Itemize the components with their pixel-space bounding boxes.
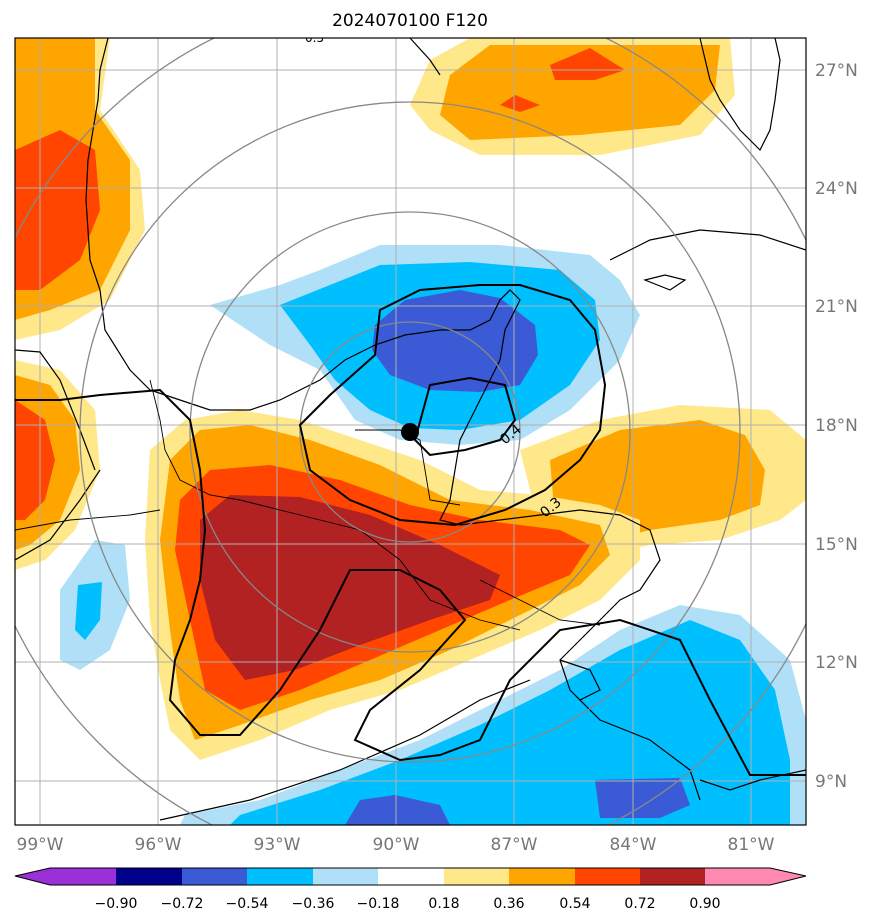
anomaly-far-west	[15, 360, 100, 570]
contour-label: 0.5	[305, 31, 324, 45]
colorbar-tick-label: −0.36	[292, 896, 335, 912]
map-area: 0.4 0.3 0.5	[15, 31, 806, 825]
colorbar-segment	[116, 868, 182, 885]
lon-tick-label: 84°W	[610, 835, 657, 855]
lat-tick-label: 12°N	[815, 653, 858, 673]
lat-tick-label: 15°N	[815, 535, 858, 555]
colorbar-tick-label: 0.54	[559, 896, 590, 912]
colorbar-segment	[705, 868, 806, 885]
colorbar-segment	[444, 868, 509, 885]
anomaly-west-negative	[60, 540, 130, 670]
colorbar-ticks: −0.90 −0.72 −0.54 −0.36 −0.18 0.18 0.36 …	[95, 896, 721, 912]
colorbar-segment	[640, 868, 705, 885]
anomaly-west-mexico	[15, 38, 145, 340]
colorbar-tick-label: −0.18	[357, 896, 400, 912]
colorbar-tick-label: −0.90	[95, 896, 138, 912]
range-rings	[15, 38, 806, 825]
lon-axis: 99°W 96°W 93°W 90°W 87°W 84°W 81°W	[17, 835, 775, 855]
colorbar-segment	[575, 868, 640, 885]
colorbar-segment	[509, 868, 575, 885]
map-title: 2024070100 F120	[332, 11, 488, 31]
anomaly-gulf-north	[410, 38, 735, 155]
coastlines	[15, 38, 806, 821]
lon-tick-label: 96°W	[135, 835, 182, 855]
colorbar-tick-label: 0.72	[624, 896, 655, 912]
lat-tick-label: 27°N	[815, 61, 858, 81]
colorbar-tick-label: −0.72	[161, 896, 204, 912]
lat-tick-label: 18°N	[815, 416, 858, 436]
colorbar-outline	[14, 867, 807, 886]
colorbar-tick-label: 0.90	[689, 896, 720, 912]
colorbar-tick-label: 0.18	[428, 896, 459, 912]
colorbar	[14, 867, 807, 886]
lat-tick-label: 9°N	[815, 772, 847, 792]
colorbar-tick-label: −0.54	[226, 896, 269, 912]
lon-tick-label: 81°W	[728, 835, 775, 855]
lon-tick-label: 90°W	[373, 835, 420, 855]
storm-center-marker	[401, 423, 419, 441]
lat-tick-label: 24°N	[815, 179, 858, 199]
lat-tick-label: 21°N	[815, 297, 858, 317]
colorbar-segment	[15, 868, 116, 885]
lon-tick-label: 93°W	[254, 835, 301, 855]
anomaly-central-america	[145, 410, 640, 760]
colorbar-segment	[313, 868, 378, 885]
lon-tick-label: 99°W	[17, 835, 64, 855]
lat-axis: 27°N 24°N 21°N 18°N 15°N 12°N 9°N	[815, 61, 858, 792]
colorbar-segment	[378, 868, 444, 885]
colorbar-segment	[247, 868, 313, 885]
map-frame	[14, 37, 807, 826]
colorbar-segment	[182, 868, 247, 885]
colorbar-tick-label: 0.36	[493, 896, 524, 912]
thick-contours	[15, 284, 806, 776]
lon-tick-label: 87°W	[491, 835, 538, 855]
